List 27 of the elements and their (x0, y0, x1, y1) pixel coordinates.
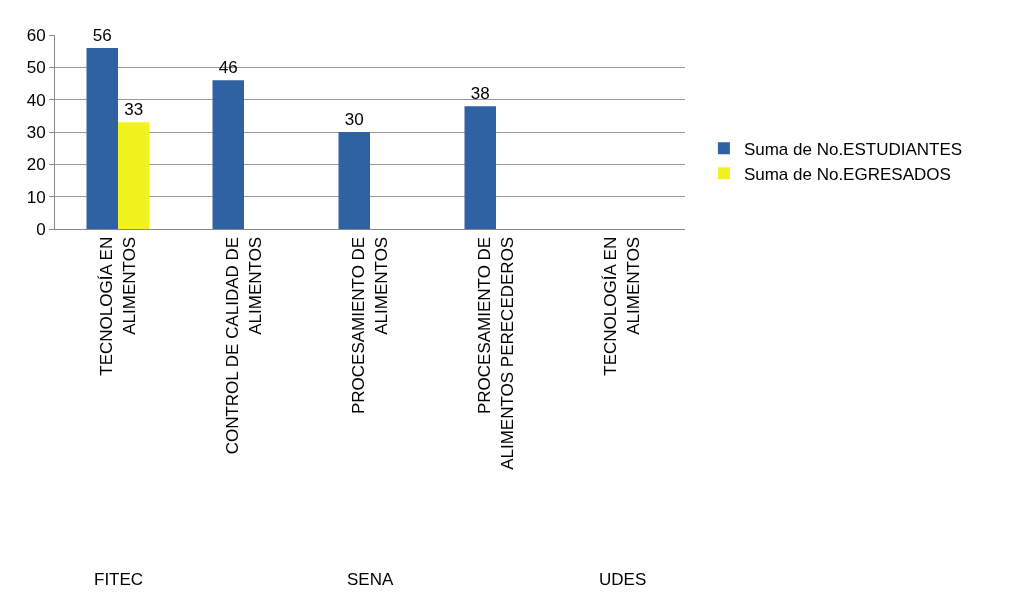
data-label: 46 (218, 58, 238, 78)
text: SENA (347, 570, 394, 589)
x-tick-label: PROCESAMIENTO DE ALIMENTOS PERECEDEROS (475, 236, 517, 470)
x-tick-label: TECNOLOGÍA EN ALIMENTOS (97, 236, 139, 376)
x-tick-label: CONTROL DE CALIDAD DE ALIMENTOS (223, 236, 265, 455)
bar (338, 132, 370, 229)
text: UDES (599, 570, 647, 589)
bar (118, 122, 150, 229)
legend-label: Suma de No.EGRESADOS (743, 164, 951, 184)
y-tick-label: 30 (26, 122, 46, 142)
y-tick-label: 60 (26, 25, 46, 45)
data-label: 56 (92, 25, 112, 45)
bar (86, 47, 118, 229)
y-tick-label: 50 (26, 58, 46, 78)
y-tick-label: 10 (26, 187, 46, 207)
y-tick-label: 0 (36, 219, 46, 239)
x-tick-label: PROCESAMIENTO DE ALIMENTOS (349, 236, 391, 415)
legend-label: Suma de No.ESTUDIANTES (743, 139, 963, 159)
text: FITEC (94, 570, 144, 589)
data-label: 33 (124, 100, 144, 120)
data-label: 38 (470, 84, 490, 104)
bar (212, 80, 244, 229)
data-label: 30 (344, 110, 364, 129)
y-tick-label: 20 (26, 155, 46, 175)
bar (464, 106, 496, 229)
x-tick-label: TECNOLOGÍA EN ALIMENTOS (601, 236, 643, 376)
y-tick-label: 40 (26, 90, 46, 110)
